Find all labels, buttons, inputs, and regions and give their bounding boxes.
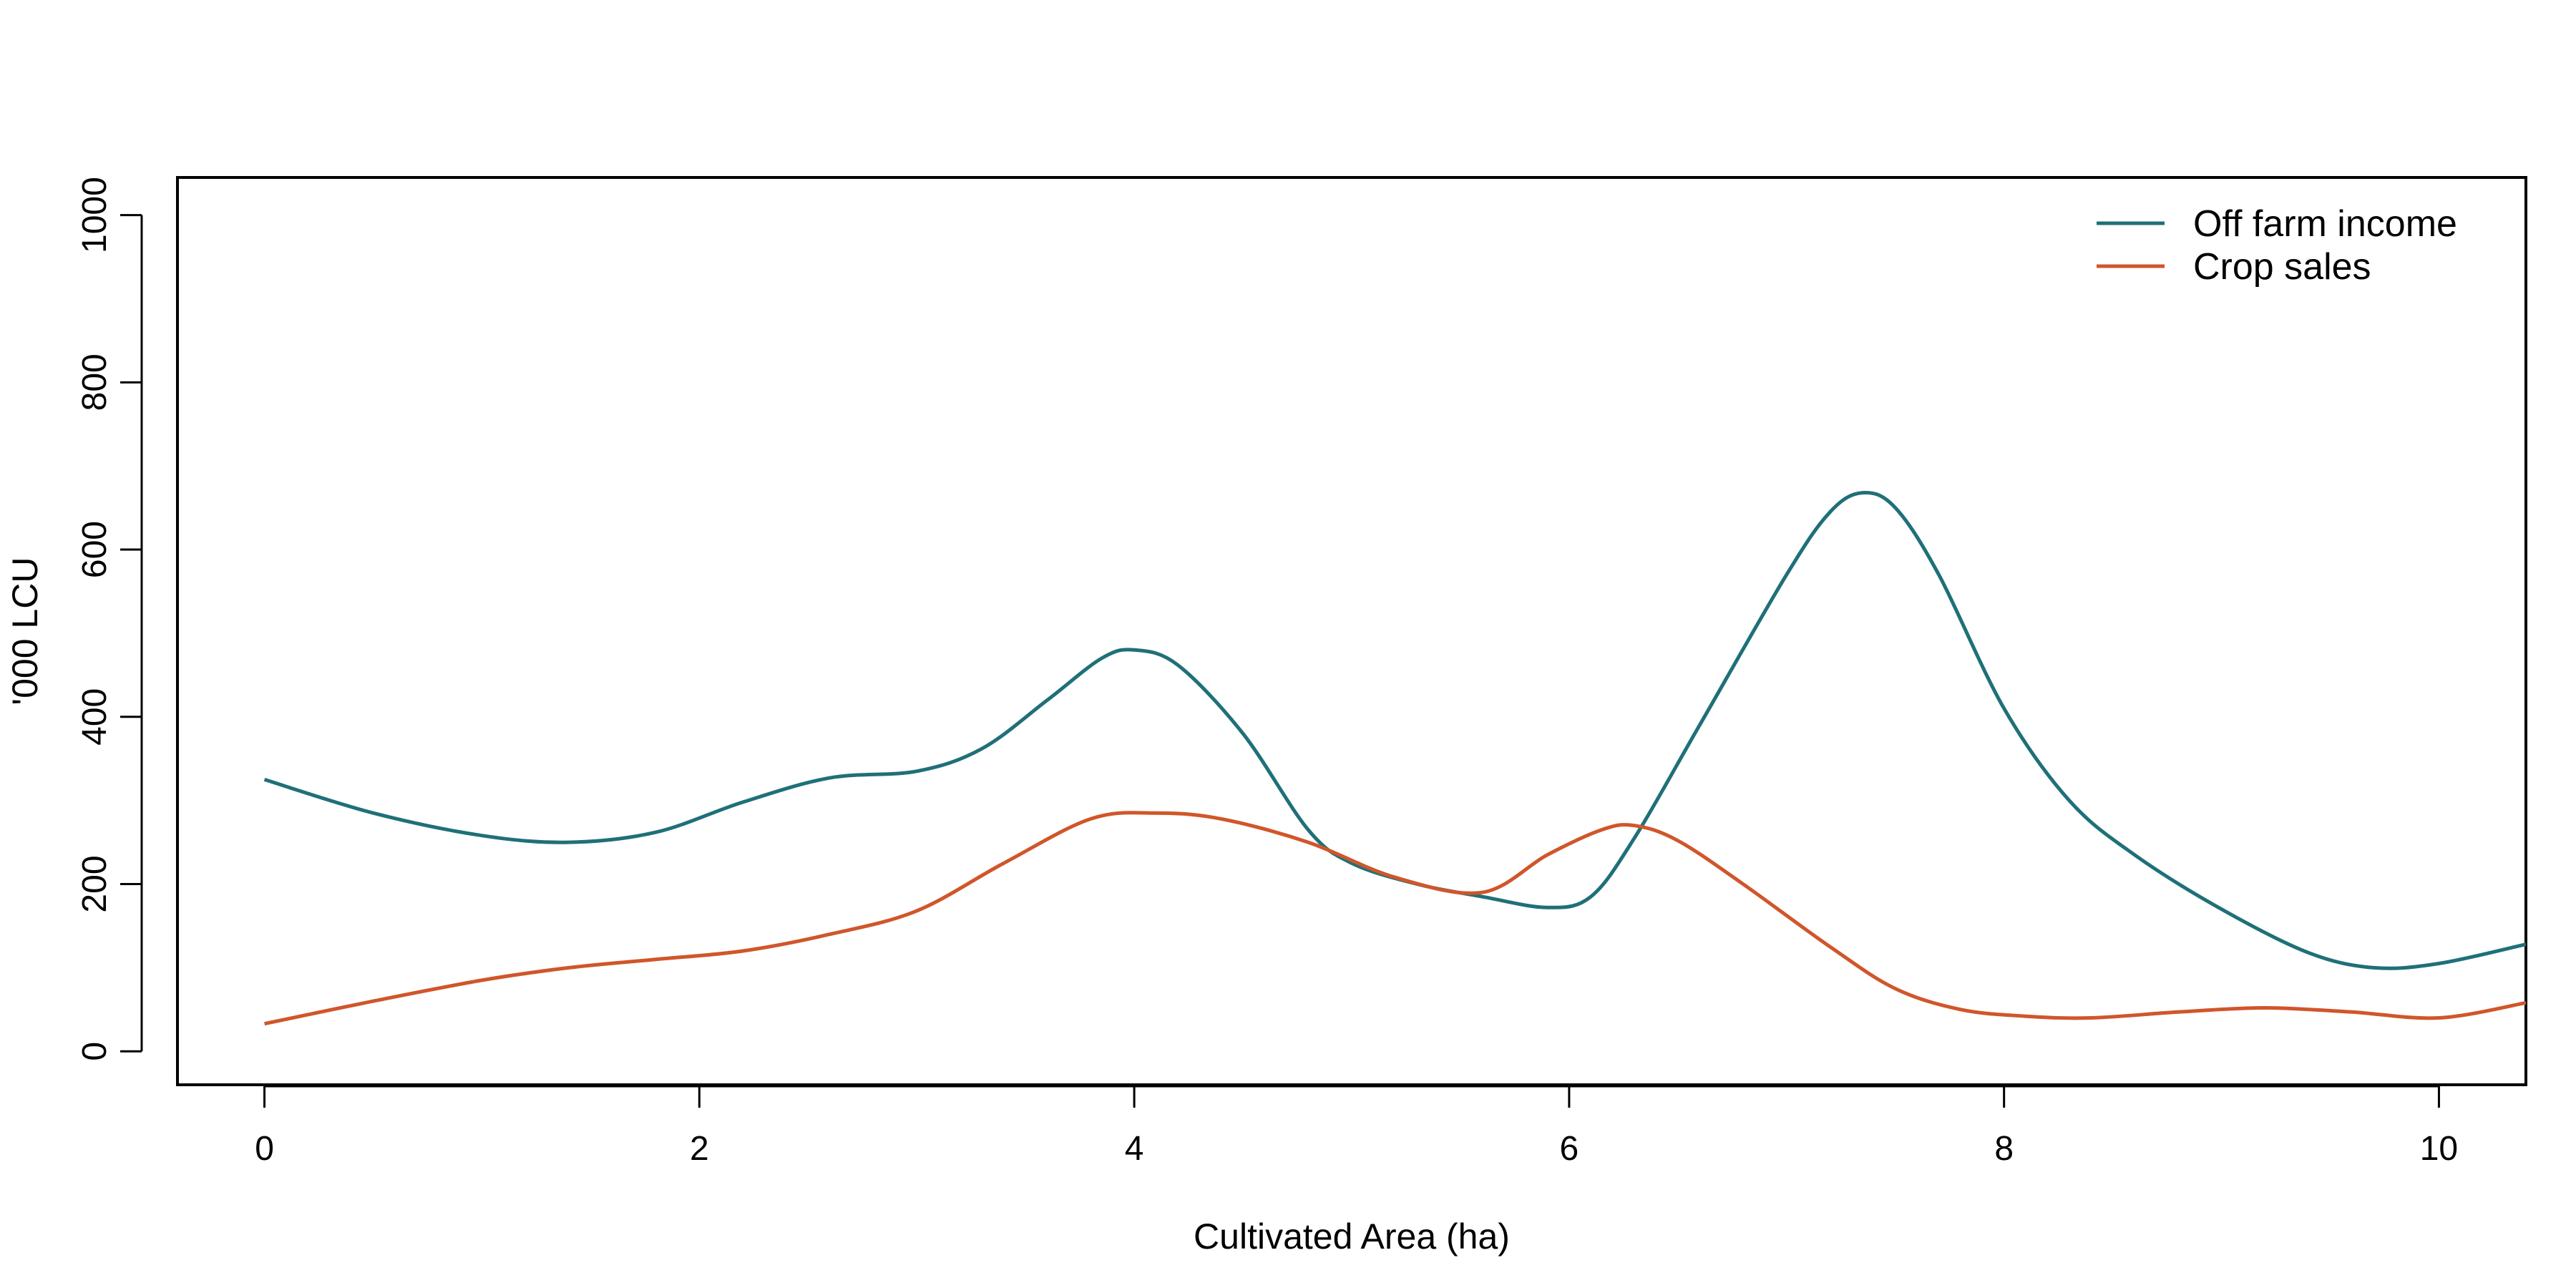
x-axis-title: Cultivated Area (ha) bbox=[1194, 1216, 1510, 1257]
y-tick-label: 0 bbox=[76, 1042, 114, 1061]
y-tick-label: 800 bbox=[76, 353, 114, 411]
x-tick-label: 6 bbox=[1560, 1130, 1579, 1168]
legend-label: Off farm income bbox=[2193, 203, 2457, 245]
plot-frame bbox=[176, 176, 2527, 1086]
plot-area bbox=[176, 176, 2527, 1086]
y-tick-label: 600 bbox=[76, 521, 114, 578]
x-tick-label: 2 bbox=[690, 1130, 709, 1168]
x-tick-label: 10 bbox=[2420, 1130, 2458, 1168]
y-axis-title: '000 LCU bbox=[5, 557, 45, 706]
y-tick-label: 200 bbox=[76, 855, 114, 912]
x-axis: 0 2 4 6 8 10 bbox=[255, 1085, 2458, 1168]
y-axis: 0 200 400 600 800 1000 bbox=[76, 177, 143, 1061]
y-tick-label: 1000 bbox=[76, 177, 114, 253]
x-tick-label: 8 bbox=[1994, 1130, 2014, 1168]
series-line-crop-sales bbox=[264, 811, 2526, 1026]
x-tick-label: 4 bbox=[1125, 1130, 1144, 1168]
legend-label: Crop sales bbox=[2193, 246, 2371, 288]
series-line-off-farm-income bbox=[263, 490, 2526, 970]
series-layer bbox=[263, 490, 2526, 1026]
y-tick-label: 400 bbox=[76, 688, 114, 746]
x-tick-label: 0 bbox=[255, 1130, 274, 1168]
